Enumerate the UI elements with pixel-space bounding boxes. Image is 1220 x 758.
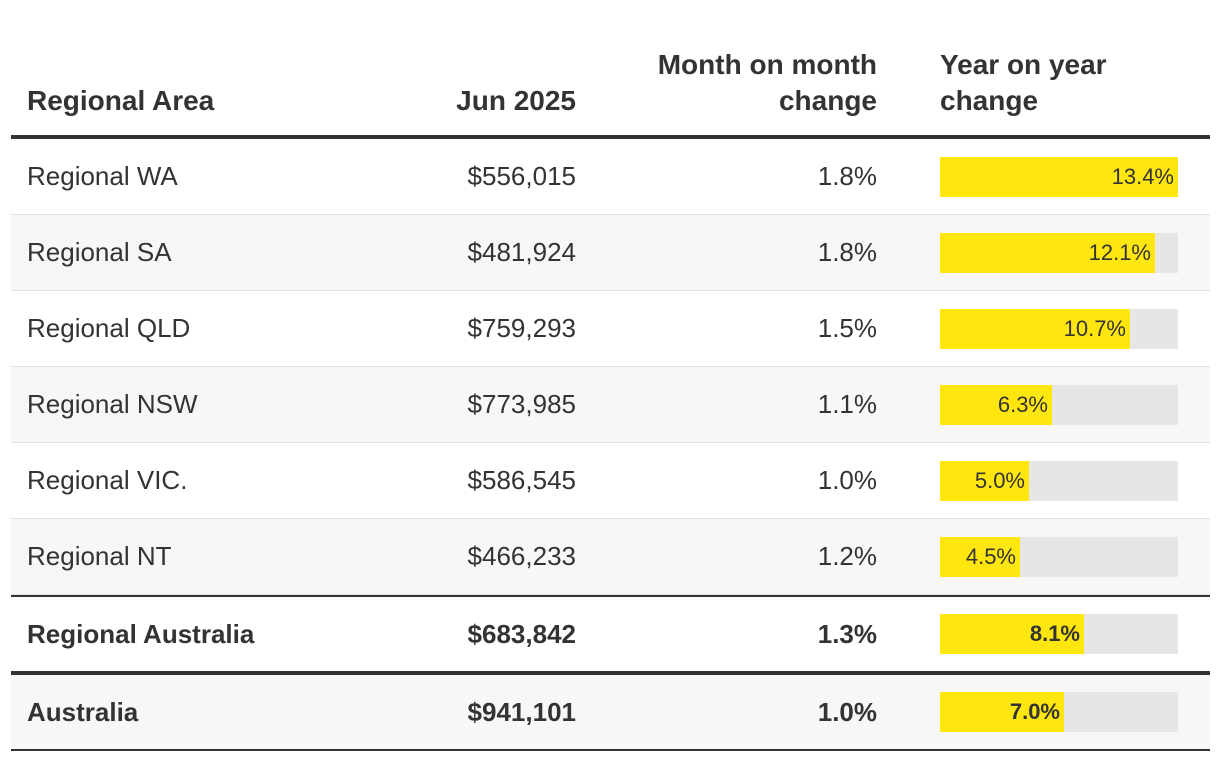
cell-jun-2025: $466,233 bbox=[467, 541, 576, 571]
cell-jun-2025: $683,842 bbox=[467, 618, 576, 649]
table-row: Regional QLD $759,293 1.5% 10.7% bbox=[11, 291, 1210, 367]
cell-jun-2025: $481,924 bbox=[467, 237, 576, 267]
yoy-bar bbox=[940, 614, 1084, 654]
yoy-bar-track: 10.7% bbox=[940, 308, 1178, 349]
yoy-bar bbox=[940, 232, 1155, 273]
cell-regional-area: Regional NT bbox=[27, 541, 172, 571]
yoy-bar-label: 5.0% bbox=[974, 467, 1025, 493]
yoy-bar bbox=[940, 156, 1178, 197]
table-row: Regional VIC. $586,545 1.0% 5.0% bbox=[11, 443, 1210, 519]
cell-month-on-month: 1.2% bbox=[817, 541, 877, 571]
yoy-bar-label: 8.1% bbox=[1029, 621, 1080, 646]
header-month-on-month: Month on month change bbox=[658, 47, 877, 119]
yoy-bar-track: 13.4% bbox=[940, 156, 1178, 197]
header-mom-line1: Month on month bbox=[657, 49, 877, 80]
table-row: Regional SA $481,924 1.8% 12.1% bbox=[11, 215, 1210, 291]
regional-price-table: Regional Area Jun 2025 Month on month ch… bbox=[11, 40, 1210, 751]
cell-month-on-month: 1.0% bbox=[817, 465, 877, 495]
yoy-bar bbox=[940, 692, 1064, 732]
yoy-bar-track: 6.3% bbox=[940, 384, 1178, 425]
yoy-bar-label: 12.1% bbox=[1088, 239, 1151, 265]
cell-regional-area: Regional Australia bbox=[27, 618, 255, 649]
yoy-bar bbox=[940, 460, 1029, 501]
cell-jun-2025: $941,101 bbox=[467, 696, 576, 727]
table-row: Regional NT $466,233 1.2% 4.5% bbox=[11, 519, 1210, 595]
cell-regional-area: Regional WA bbox=[27, 161, 178, 191]
yoy-bar-label: 10.7% bbox=[1063, 315, 1126, 341]
table-row: Regional NSW $773,985 1.1% 6.3% bbox=[11, 367, 1210, 443]
cell-regional-area: Regional QLD bbox=[27, 313, 191, 343]
cell-month-on-month: 1.8% bbox=[817, 237, 877, 267]
cell-jun-2025: $759,293 bbox=[467, 313, 576, 343]
header-regional-area: Regional Area bbox=[27, 85, 215, 116]
cell-month-on-month: 1.3% bbox=[817, 618, 877, 649]
cell-regional-area: Regional SA bbox=[27, 237, 172, 267]
table-header: Regional Area Jun 2025 Month on month ch… bbox=[11, 40, 1210, 139]
cell-regional-area: Regional VIC. bbox=[27, 465, 188, 495]
header-mom-line2: change bbox=[778, 85, 877, 116]
yoy-bar-track: 4.5% bbox=[940, 536, 1178, 577]
yoy-bar-label: 7.0% bbox=[1009, 699, 1060, 724]
yoy-bar bbox=[940, 384, 1052, 425]
cell-month-on-month: 1.5% bbox=[817, 313, 877, 343]
yoy-bar-label: 6.3% bbox=[997, 391, 1048, 417]
yoy-bar-label: 13.4% bbox=[1111, 163, 1174, 189]
header-year-on-year: Year on year change bbox=[940, 47, 1107, 119]
cell-month-on-month: 1.0% bbox=[817, 696, 877, 727]
yoy-bar-track: 5.0% bbox=[940, 460, 1178, 501]
cell-month-on-month: 1.1% bbox=[817, 389, 877, 419]
cell-jun-2025: $773,985 bbox=[467, 389, 576, 419]
header-yoy-line2: change bbox=[940, 85, 1039, 116]
yoy-bar bbox=[940, 308, 1130, 349]
table-row: Australia $941,101 1.0% 7.0% bbox=[11, 671, 1210, 751]
cell-month-on-month: 1.8% bbox=[817, 161, 877, 191]
yoy-bar-track: 7.0% bbox=[940, 692, 1178, 732]
cell-regional-area: Regional NSW bbox=[27, 389, 198, 419]
cell-regional-area: Australia bbox=[27, 696, 139, 727]
yoy-bar-track: 8.1% bbox=[940, 614, 1178, 654]
header-yoy-line1: Year on year bbox=[940, 49, 1107, 80]
cell-jun-2025: $586,545 bbox=[467, 465, 576, 495]
table-row: Regional WA $556,015 1.8% 13.4% bbox=[11, 139, 1210, 215]
header-jun-2025: Jun 2025 bbox=[456, 85, 576, 116]
yoy-bar-label: 4.5% bbox=[965, 543, 1016, 569]
table-row: Regional Australia $683,842 1.3% 8.1% bbox=[11, 595, 1210, 671]
yoy-bar-track: 12.1% bbox=[940, 232, 1178, 273]
cell-jun-2025: $556,015 bbox=[467, 161, 576, 191]
yoy-bar bbox=[940, 536, 1020, 577]
table-body: Regional WA $556,015 1.8% 13.4% Regional SA $… bbox=[11, 139, 1210, 751]
